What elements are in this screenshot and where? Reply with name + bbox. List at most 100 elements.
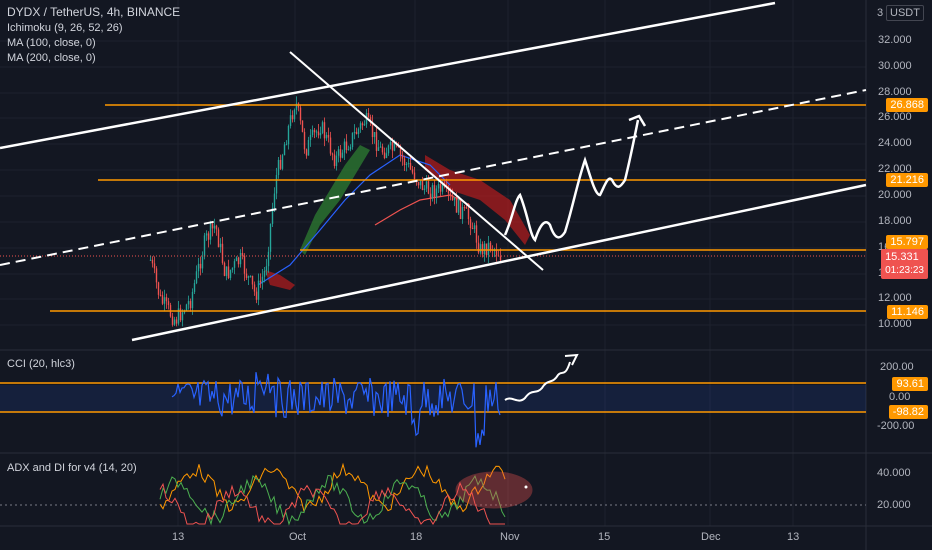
indicator-ma-100[interactable]: MA (100, close, 0) xyxy=(7,37,96,49)
candle-body xyxy=(203,235,206,257)
candle-body xyxy=(323,122,326,139)
candle-body xyxy=(217,229,220,248)
candle-body xyxy=(257,280,260,300)
candle-body xyxy=(431,185,434,199)
price-axis-label: 22.000 xyxy=(878,163,912,175)
candle-body xyxy=(179,308,182,321)
candle-body xyxy=(311,129,314,135)
candle-body xyxy=(337,149,340,156)
candle-body xyxy=(251,275,254,285)
cci-legend[interactable]: CCI (20, hlc3) xyxy=(7,358,75,370)
candle-body xyxy=(383,152,386,159)
candle-body xyxy=(393,142,396,151)
adx-legend[interactable]: ADX and DI for v4 (14, 20) xyxy=(7,462,137,474)
candle-body xyxy=(269,223,272,252)
candle-body xyxy=(319,133,322,136)
candle-body xyxy=(489,242,492,250)
candle-body xyxy=(427,181,430,194)
candle-body xyxy=(153,263,156,269)
time-label-dec: Dec xyxy=(701,531,721,543)
candle-body xyxy=(317,131,320,136)
candle-body xyxy=(423,188,426,191)
candle-body xyxy=(405,164,408,166)
candle-body xyxy=(229,269,232,278)
di-plus-line xyxy=(159,474,506,526)
cci-axis-200: 200.00 xyxy=(880,361,914,373)
candle-body xyxy=(375,132,378,151)
downtrend-line[interactable] xyxy=(289,51,544,271)
ellipse-handle[interactable] xyxy=(524,485,528,489)
candle-body xyxy=(223,262,226,276)
candle-body xyxy=(369,117,372,123)
channel-lower-line[interactable] xyxy=(131,183,867,342)
price-axis-label: 20.000 xyxy=(878,189,912,201)
candle-body xyxy=(347,149,350,151)
candle-body xyxy=(283,144,286,156)
candle-body xyxy=(185,304,188,311)
candle-body xyxy=(197,263,200,272)
candle-body xyxy=(231,267,234,270)
candle-body xyxy=(171,316,174,325)
candle-body xyxy=(209,223,212,240)
cci-axis-neg200: -200.00 xyxy=(877,420,915,432)
candle-body xyxy=(471,228,474,230)
candle-body xyxy=(453,197,456,201)
candle-body xyxy=(401,155,404,159)
candle-body xyxy=(237,257,240,265)
candle-body xyxy=(409,162,412,170)
candle-body xyxy=(181,312,184,321)
channel-upper-line[interactable] xyxy=(0,1,776,150)
candle-body xyxy=(273,193,276,208)
candle-body xyxy=(239,252,242,265)
candle-body xyxy=(299,107,302,121)
projection-arrow-path[interactable] xyxy=(503,119,640,243)
candle-body xyxy=(461,207,464,219)
cci-arrow-head xyxy=(564,353,579,366)
candle-body xyxy=(479,244,482,253)
candle-body xyxy=(413,172,416,181)
channel-mid-line[interactable] xyxy=(0,89,867,266)
candle-body xyxy=(399,147,402,156)
candle-body xyxy=(463,207,466,209)
candle-body xyxy=(289,115,292,127)
candle-body xyxy=(313,129,316,133)
candle-body xyxy=(315,131,318,133)
currency-selector[interactable]: USDT xyxy=(886,5,924,21)
candle-body xyxy=(227,266,230,278)
candle-body xyxy=(425,181,428,189)
candle-body xyxy=(441,184,444,192)
candle-body xyxy=(301,120,304,132)
price-axis-label: 10.000 xyxy=(878,318,912,330)
cci-badge-upper: 93.61 xyxy=(892,377,928,391)
candle-body xyxy=(191,291,194,309)
candle-body xyxy=(215,225,218,230)
indicator-ichimoku[interactable]: Ichimoku (9, 26, 52, 26) xyxy=(7,22,123,34)
price-axis-label: 24.000 xyxy=(878,137,912,149)
projection-arrow-head xyxy=(628,114,647,127)
candle-body xyxy=(321,122,324,134)
candle-body xyxy=(225,266,228,276)
candle-body xyxy=(331,153,334,155)
candle-body xyxy=(469,219,472,229)
indicator-ma-200[interactable]: MA (200, close, 0) xyxy=(7,52,96,64)
candle-body xyxy=(175,319,178,324)
candle-body xyxy=(293,109,296,120)
cci-axis-0: 0.00 xyxy=(889,391,911,403)
candle-body xyxy=(465,207,468,209)
candle-body xyxy=(187,301,190,305)
candle-body xyxy=(281,155,284,169)
candle-body xyxy=(345,141,348,150)
candle-body xyxy=(249,275,252,277)
candle-body xyxy=(351,132,354,147)
candle-body xyxy=(161,295,164,304)
bar-countdown: 01:23:23 xyxy=(885,265,924,276)
adx-highlight-ellipse[interactable] xyxy=(455,471,533,509)
cci-projection-arrow[interactable] xyxy=(504,361,571,402)
candle-body xyxy=(371,122,374,138)
candle-body xyxy=(455,197,458,213)
candle-body xyxy=(247,276,250,278)
candle-body xyxy=(391,142,394,151)
candle-body xyxy=(439,184,442,192)
candle-body xyxy=(419,179,422,186)
